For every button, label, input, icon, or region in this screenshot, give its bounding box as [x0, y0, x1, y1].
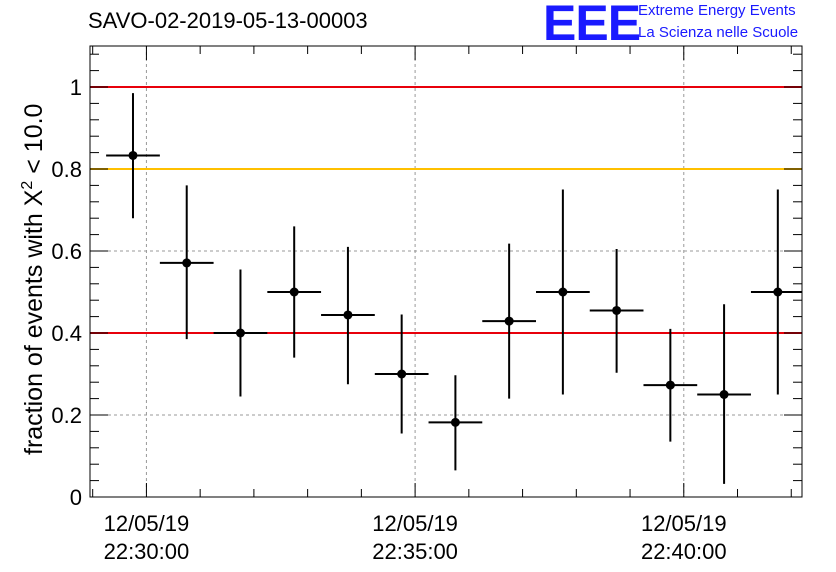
data-point: [182, 258, 191, 267]
y-axis-label-tail: < 10.0: [20, 104, 48, 181]
x-tick-time: 22:30:00: [104, 539, 190, 564]
data-point: [505, 317, 514, 326]
data-point: [343, 310, 352, 319]
y-tick-label: 0.2: [51, 403, 82, 428]
y-tick-label: 0.8: [51, 157, 82, 182]
data-point: [720, 390, 729, 399]
plot-frame: [90, 46, 802, 497]
data-point: [128, 151, 137, 160]
data-point: [397, 370, 406, 379]
x-tick-time: 22:40:00: [641, 539, 727, 564]
x-tick-date: 12/05/19: [641, 511, 727, 536]
data-point: [236, 329, 245, 338]
y-tick-label: 0.4: [51, 321, 82, 346]
y-tick-label: 0: [70, 485, 82, 510]
x-tick-date: 12/05/19: [372, 511, 458, 536]
x-tick-date: 12/05/19: [104, 511, 190, 536]
x-tick-time: 22:35:00: [372, 539, 458, 564]
data-point: [612, 306, 621, 315]
y-tick-label: 1: [70, 75, 82, 100]
data-points: [106, 93, 802, 484]
y-axis-label-sup: 2: [19, 181, 36, 190]
data-point: [666, 381, 675, 390]
axis-ticks: 0 0.2 0.4 0.6 0.8 1 12/05/19 22:30:00 12/05/19 22…: [51, 46, 802, 564]
grid-lines: [90, 46, 802, 497]
y-axis-label-main: fraction of events with X: [20, 189, 48, 455]
data-point: [773, 288, 782, 297]
y-axis-label: fraction of events with X2 < 10.0: [19, 104, 48, 455]
data-point: [290, 288, 299, 297]
y-tick-label: 0.6: [51, 239, 82, 264]
data-point: [558, 288, 567, 297]
data-point: [451, 418, 460, 427]
threshold-lines: [90, 87, 802, 333]
